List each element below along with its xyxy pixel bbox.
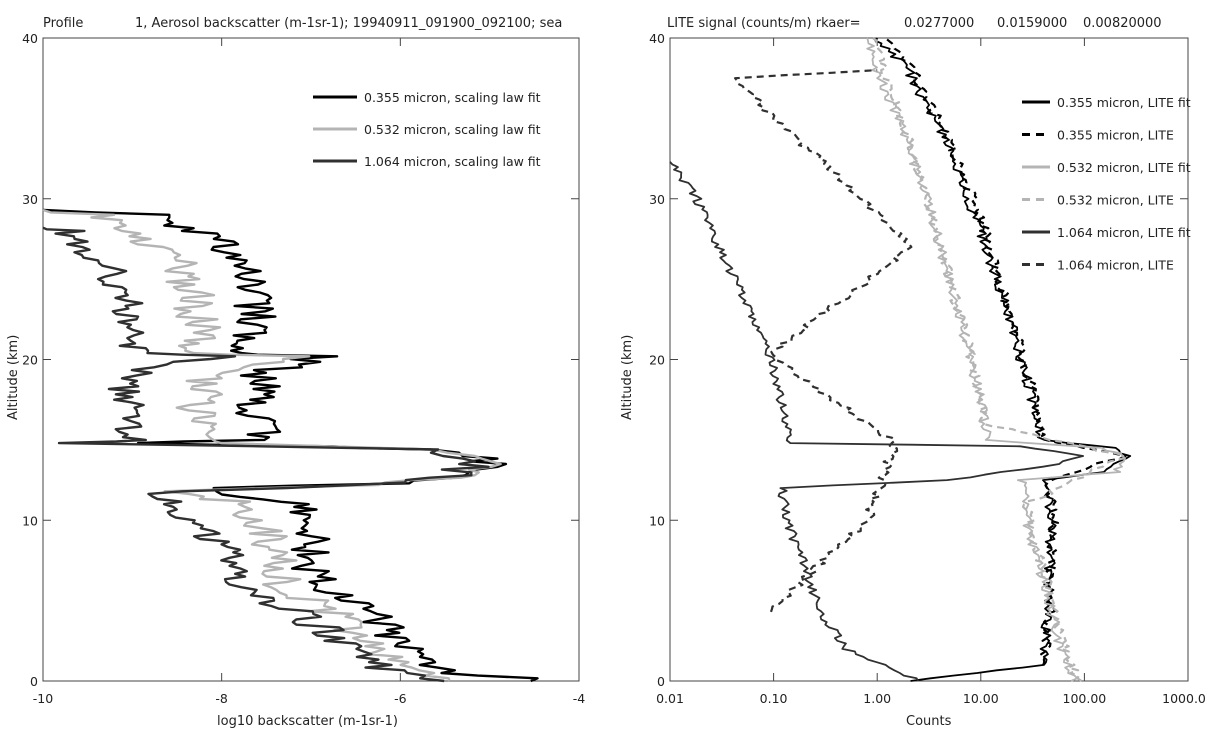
legend: 0.355 micron, scaling law fit 0.532 micro… — [313, 90, 541, 169]
y-axis-label: Altitude (km) — [620, 335, 635, 420]
series-line-2 — [42, 226, 490, 683]
legend: 0.355 micron, LITE fit 0.355 micron, LITE… — [1022, 95, 1191, 273]
series-line-2 — [866, 37, 1126, 682]
legend-label-5: 1.064 micron, LITE — [1057, 258, 1174, 273]
y-tick-labels: 0 10 20 30 40 — [649, 31, 665, 689]
legend-label-3: 0.532 micron, LITE — [1057, 193, 1174, 208]
x-tick-labels: 0.01 0.10 1.00 10.00 100.00 1000.00 — [656, 691, 1206, 706]
y-tick-label: 20 — [22, 353, 38, 368]
series-line-5 — [734, 69, 913, 613]
series-group — [42, 208, 539, 683]
legend-label-1: 0.532 micron, scaling law fit — [364, 122, 541, 137]
x-tick-label: -8 — [215, 691, 228, 706]
series-line-1 — [884, 37, 1127, 666]
x-tick-label: -4 — [573, 691, 586, 706]
tick-marks — [669, 37, 1189, 682]
rkaer-value-1: 0.0277000 — [904, 16, 974, 31]
x-tick-label: 0.10 — [760, 691, 788, 706]
y-tick-label: 10 — [22, 513, 38, 528]
series-group — [669, 37, 1132, 682]
title-label: LITE signal (counts/m) rkaer= — [667, 16, 861, 31]
x-tick-label: 1.00 — [863, 691, 891, 706]
rkaer-value-3: 0.00820000 — [1083, 16, 1162, 31]
y-tick-label: 30 — [649, 192, 665, 207]
y-tick-label: 10 — [649, 513, 665, 528]
legend-label-1: 0.355 micron, LITE — [1057, 128, 1174, 143]
series-line-1 — [42, 208, 502, 682]
x-tick-label: 0.01 — [656, 691, 684, 706]
legend-label-2: 1.064 micron, scaling law fit — [364, 154, 541, 169]
y-tick-label: 20 — [649, 353, 665, 368]
y-tick-label: 40 — [649, 31, 665, 46]
legend-label-2: 0.532 micron, LITE fit — [1057, 160, 1191, 175]
y-tick-label: 0 — [657, 674, 665, 689]
x-axis-label: Counts — [906, 714, 952, 729]
x-tick-labels: -10 -8 -6 -4 — [33, 691, 585, 706]
tick-marks — [42, 37, 580, 682]
y-tick-label: 0 — [30, 674, 38, 689]
title-right-label: 1, Aerosol backscatter (m-1sr-1); 199409… — [135, 16, 562, 31]
x-tick-label: 100.00 — [1063, 691, 1107, 706]
panel-lite-signal: LITE signal (counts/m) rkaer= 0.0277000 … — [620, 16, 1206, 729]
legend-label-0: 0.355 micron, scaling law fit — [364, 90, 541, 105]
panel-aerosol-backscatter: Profile 1, Aerosol backscatter (m-1sr-1)… — [6, 16, 585, 729]
legend-label-4: 1.064 micron, LITE fit — [1057, 225, 1191, 240]
y-tick-labels: 0 10 20 30 40 — [22, 31, 38, 689]
legend-label-0: 0.355 micron, LITE fit — [1057, 95, 1191, 110]
rkaer-value-2: 0.0159000 — [997, 16, 1067, 31]
series-line-4 — [669, 161, 1084, 682]
series-line-3 — [871, 37, 1126, 682]
y-tick-label: 40 — [22, 31, 38, 46]
series-line-0 — [874, 37, 1132, 682]
y-axis-label: Altitude (km) — [6, 335, 21, 420]
x-tick-label: 1000.00 — [1162, 691, 1206, 706]
x-axis-label: log10 backscatter (m-1sr-1) — [217, 714, 398, 729]
x-tick-label: -6 — [394, 691, 407, 706]
y-tick-label: 30 — [22, 192, 38, 207]
x-tick-label: -10 — [33, 691, 53, 706]
title-left-label: Profile — [43, 16, 83, 31]
x-tick-label: 10.00 — [963, 691, 999, 706]
